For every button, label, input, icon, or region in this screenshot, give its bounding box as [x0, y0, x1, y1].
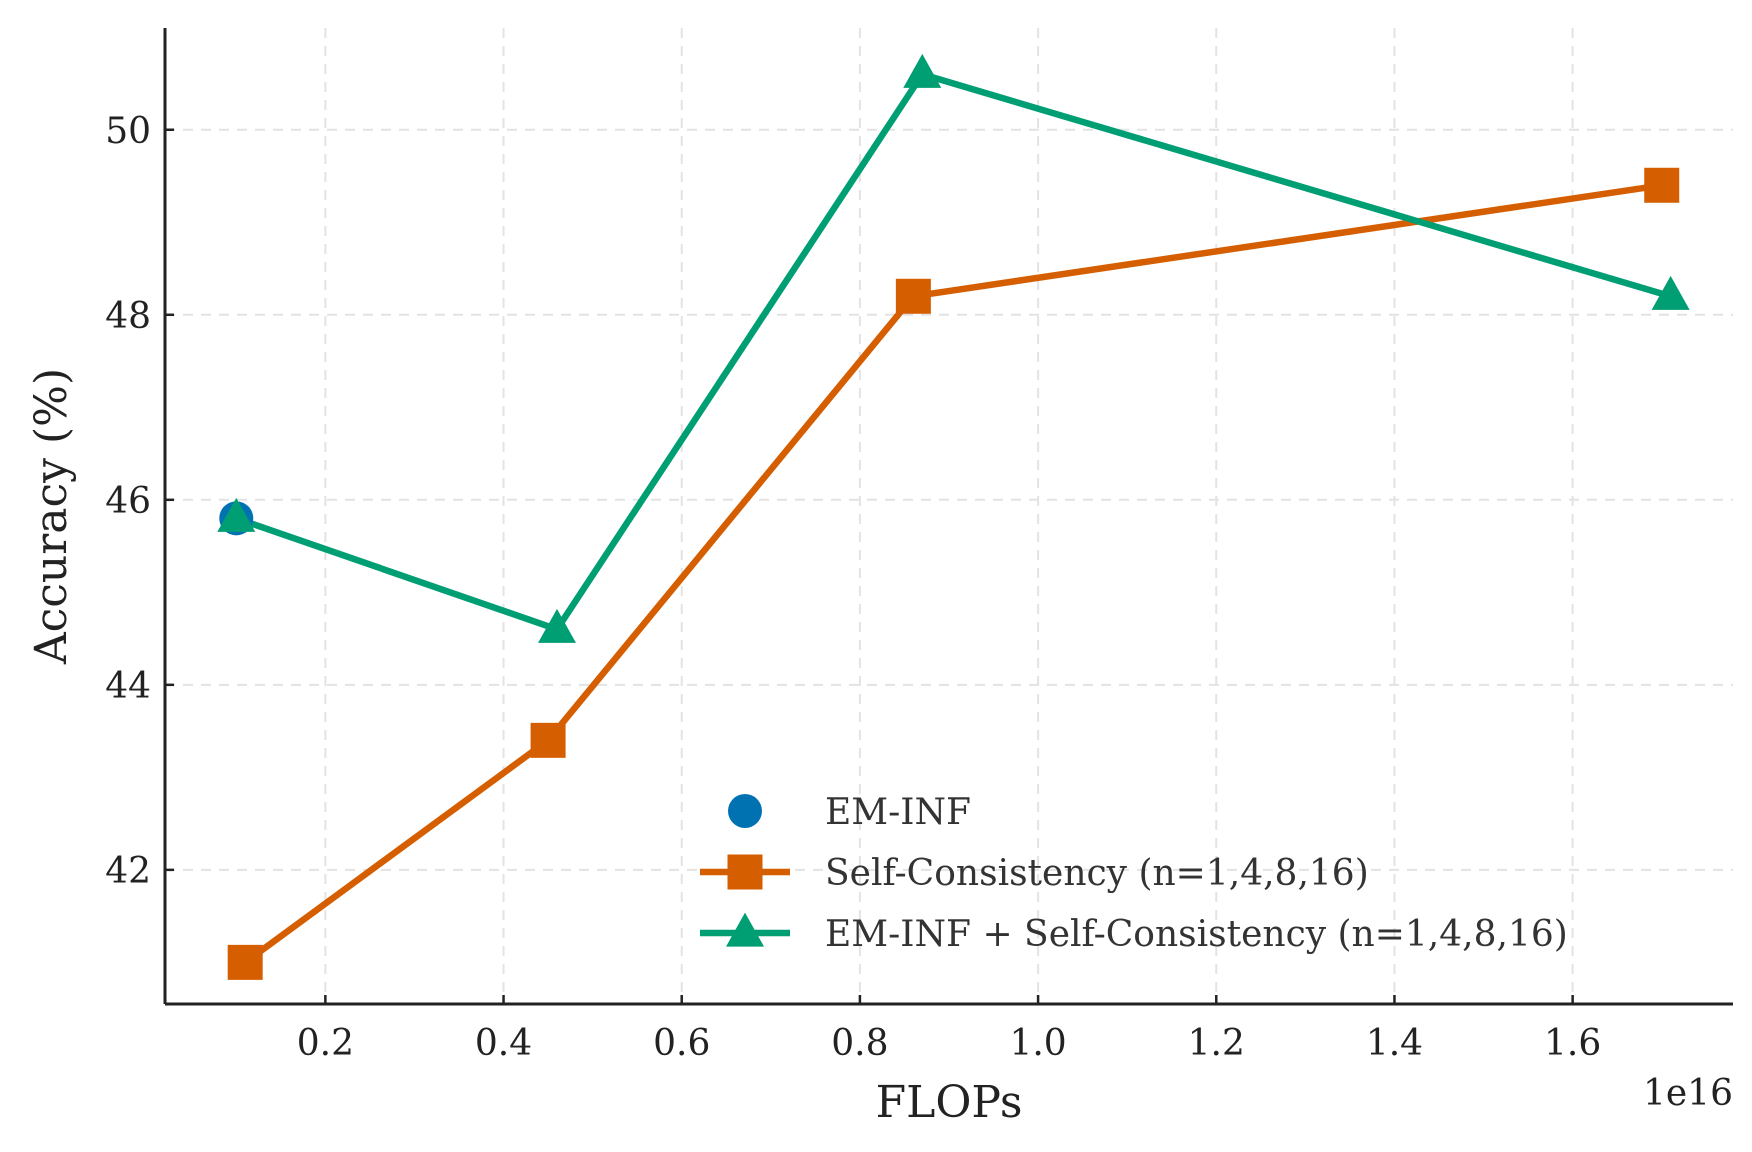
self-consistency-n-1-4-8-16-point — [1644, 167, 1680, 203]
em-inf-self-consistency-n-1-4-8-16-line — [235, 71, 1672, 633]
em-inf-self-consistency-n-1-4-8-16-point — [903, 53, 942, 88]
x-tick-label: 1.4 — [1366, 1023, 1423, 1064]
y-axis-label: Accuracy (%) — [26, 368, 77, 665]
self-consistency-n-1-4-8-16-point — [530, 722, 566, 758]
x-offset-label: 1e16 — [1643, 1073, 1733, 1114]
grid — [165, 28, 1733, 1004]
self-consistency-n-1-4-8-16-line — [243, 182, 1663, 966]
legend-em-inf-self-consistency-n-1-4-8-16-label: EM-INF + Self-Consistency (n=1,4,8,16) — [825, 914, 1568, 955]
legend: EM-INF Self-Consistency (n=1,4,8,16) EM-IN… — [700, 792, 1568, 955]
legend-self-consistency-n-1-4-8-16-label: Self-Consistency (n=1,4,8,16) — [825, 853, 1369, 894]
x-tick-label: 1.2 — [1188, 1023, 1245, 1064]
em-inf-self-consistency-n-1-4-8-16-point — [538, 608, 576, 643]
legend-em-inf-self-consistency-n-1-4-8-16-marker — [726, 912, 764, 947]
y-tick-label: 50 — [105, 111, 151, 152]
em-inf-self-consistency-n-1-4-8-16-point — [1651, 275, 1690, 310]
x-tick-label: 1.6 — [1544, 1023, 1601, 1064]
legend-em-inf-label: EM-INF — [825, 792, 971, 833]
x-tick-label: 0.6 — [653, 1023, 710, 1064]
self-consistency-n-1-4-8-16-point — [227, 944, 263, 980]
y-tick-label: 46 — [105, 481, 151, 522]
x-axis-label: FLOPs — [876, 1077, 1023, 1128]
self-consistency-n-1-4-8-16-point — [895, 278, 931, 314]
legend-self-consistency-n-1-4-8-16-marker — [727, 854, 763, 890]
ticks: 0.2 0.4 0.6 0.8 1.0 1.2 1.4 1.6 42 44 46 48 50 — [105, 111, 1601, 1064]
x-tick-label: 0.8 — [831, 1023, 888, 1064]
axes — [163, 28, 1733, 1006]
y-tick-label: 42 — [105, 851, 151, 892]
em-inf-self-consistency-n-1-4-8-16-point — [217, 497, 256, 532]
y-tick-label: 44 — [105, 666, 151, 707]
series-layer — [217, 53, 1690, 980]
x-tick-label: 0.4 — [475, 1023, 532, 1064]
x-tick-label: 0.2 — [297, 1023, 354, 1064]
y-tick-label: 48 — [105, 296, 151, 337]
x-tick-label: 1.0 — [1009, 1023, 1066, 1064]
legend-em-inf-marker — [728, 794, 762, 828]
